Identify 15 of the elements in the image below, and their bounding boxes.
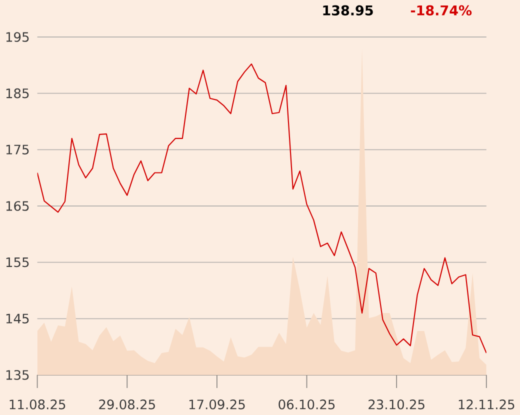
y-tick-label: 195 [6, 32, 29, 42]
y-tick-label: 135 [6, 370, 29, 380]
y-tick-label: 155 [6, 258, 29, 268]
y-tick-label: 145 [6, 314, 29, 324]
x-tick-label: 23.10.25 [368, 400, 424, 410]
text: -18.74% [410, 5, 472, 16]
y-tick-label: 165 [6, 201, 29, 211]
x-tick-label: 06.10.25 [278, 400, 335, 410]
y-tick-label: 185 [6, 88, 29, 98]
x-tick-label: 11.08.25 [10, 400, 66, 410]
y-tick-label: 175 [6, 144, 29, 154]
x-tick-label: 12.11.25 [458, 400, 514, 410]
text: 138.95 [323, 5, 373, 16]
x-tick-label: 17.09.25 [189, 400, 245, 410]
x-tick-label: 29.08.25 [99, 400, 155, 410]
